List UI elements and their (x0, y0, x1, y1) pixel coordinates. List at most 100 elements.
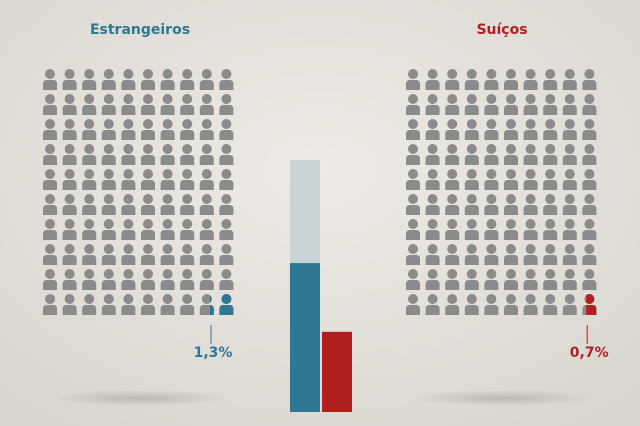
person-icon (43, 69, 57, 90)
person-icon (464, 294, 479, 315)
person-icon (141, 94, 155, 115)
person-icon (62, 219, 77, 240)
person-icon (523, 294, 538, 315)
person-icon (406, 144, 420, 165)
person-icon (484, 144, 499, 165)
person-icon (484, 94, 499, 115)
person-icon (219, 169, 234, 190)
person-icon (504, 269, 518, 290)
person-icon (484, 244, 499, 265)
person-icon (425, 219, 440, 240)
person-icon (180, 269, 195, 290)
person-icon (523, 269, 538, 290)
person-icon (199, 244, 214, 265)
person-icon (141, 294, 155, 315)
person-icon (141, 219, 155, 240)
person-icon (101, 294, 116, 315)
person-icon (180, 294, 195, 315)
person-icon (562, 219, 577, 240)
person-icon (562, 144, 577, 165)
person-icon (43, 244, 57, 265)
highlight-icon (210, 295, 214, 315)
person-icon (180, 69, 195, 90)
person-icon (484, 219, 499, 240)
person-icon (464, 169, 479, 190)
person-icon (101, 144, 116, 165)
person-icon (43, 194, 57, 215)
person-icon (160, 244, 175, 265)
person-icon (199, 94, 214, 115)
person-icon (484, 169, 499, 190)
person-icon (62, 244, 77, 265)
person-icon (160, 294, 175, 315)
person-icon (523, 244, 538, 265)
person-icon (523, 144, 538, 165)
person-icon (406, 169, 420, 190)
person-icon (121, 244, 136, 265)
shadow (413, 390, 593, 406)
person-icon (425, 244, 440, 265)
person-icon (406, 69, 420, 90)
person-icon (180, 94, 195, 115)
person-icon (141, 269, 155, 290)
person-icon (101, 219, 116, 240)
person-icon (504, 94, 518, 115)
person-icon (582, 244, 597, 265)
person-icon (464, 144, 479, 165)
person-icon (425, 69, 440, 90)
person-icon (464, 69, 479, 90)
person-icon (464, 244, 479, 265)
person-icon (180, 244, 195, 265)
person-icon (219, 69, 234, 90)
person-icon (160, 219, 175, 240)
person-icon (219, 194, 234, 215)
person-icon (121, 219, 136, 240)
person-icon (82, 244, 97, 265)
person-icon (484, 69, 499, 90)
person-icon (82, 144, 97, 165)
person-icon (562, 119, 577, 140)
person-icon (43, 119, 57, 140)
person-icon (504, 169, 518, 190)
person-icon (43, 294, 57, 315)
person-icon (445, 294, 460, 315)
person-icon (121, 144, 136, 165)
person-icon (562, 169, 577, 190)
person-icon (504, 69, 518, 90)
person-icon (121, 194, 136, 215)
person-icon (160, 94, 175, 115)
person-icon (62, 94, 77, 115)
person-icon (406, 294, 420, 315)
person-icon (445, 269, 460, 290)
person-icon (445, 244, 460, 265)
person-icon (43, 269, 57, 290)
person-icon (562, 194, 577, 215)
shadow (50, 390, 230, 406)
person-icon (425, 169, 440, 190)
highlight-icon (219, 294, 234, 315)
person-icon (582, 94, 597, 115)
person-icon (180, 144, 195, 165)
person-icon (199, 269, 214, 290)
bar (290, 263, 320, 412)
person-icon (121, 269, 136, 290)
person-icon (121, 69, 136, 90)
person-icon (141, 69, 155, 90)
person-icon (101, 119, 116, 140)
person-icon (62, 269, 77, 290)
person-icon (445, 119, 460, 140)
person-icon (141, 144, 155, 165)
person-icon (543, 94, 558, 115)
person-icon (43, 219, 57, 240)
person-icon (445, 194, 460, 215)
person-icon (543, 294, 558, 315)
person-icon (160, 269, 175, 290)
person-icon (523, 119, 538, 140)
person-icon (101, 244, 116, 265)
person-icon (82, 219, 97, 240)
person-icon (180, 219, 195, 240)
person-icon (484, 119, 499, 140)
person-icon (582, 69, 597, 90)
person-icon (62, 169, 77, 190)
